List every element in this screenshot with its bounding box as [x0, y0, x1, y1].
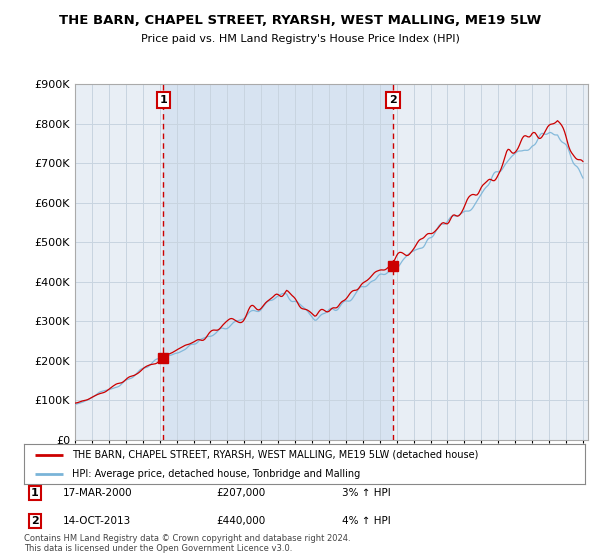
Text: 2: 2	[31, 516, 38, 526]
Text: HPI: Average price, detached house, Tonbridge and Malling: HPI: Average price, detached house, Tonb…	[71, 469, 360, 478]
Text: £440,000: £440,000	[216, 516, 265, 526]
Text: 17-MAR-2000: 17-MAR-2000	[63, 488, 133, 498]
Text: THE BARN, CHAPEL STREET, RYARSH, WEST MALLING, ME19 5LW (detached house): THE BARN, CHAPEL STREET, RYARSH, WEST MA…	[71, 450, 478, 460]
Bar	[163, 84, 393, 440]
Text: £207,000: £207,000	[216, 488, 265, 498]
Text: 3% ↑ HPI: 3% ↑ HPI	[342, 488, 391, 498]
Text: Contains HM Land Registry data © Crown copyright and database right 2024.
This d: Contains HM Land Registry data © Crown c…	[24, 534, 350, 553]
Text: 1: 1	[31, 488, 38, 498]
Text: 4% ↑ HPI: 4% ↑ HPI	[342, 516, 391, 526]
Text: Price paid vs. HM Land Registry's House Price Index (HPI): Price paid vs. HM Land Registry's House …	[140, 34, 460, 44]
Text: 1: 1	[160, 95, 167, 105]
Text: THE BARN, CHAPEL STREET, RYARSH, WEST MALLING, ME19 5LW: THE BARN, CHAPEL STREET, RYARSH, WEST MA…	[59, 14, 541, 27]
Text: 14-OCT-2013: 14-OCT-2013	[63, 516, 131, 526]
Text: 2: 2	[389, 95, 397, 105]
